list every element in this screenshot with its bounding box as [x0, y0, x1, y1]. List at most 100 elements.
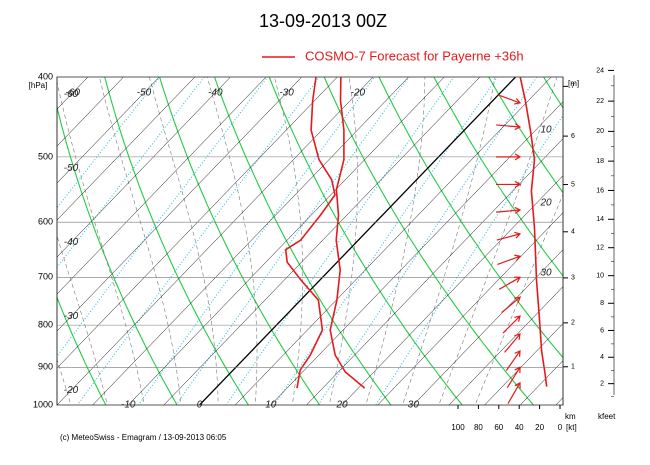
isotherm [0, 77, 159, 405]
dry-adiabat [641, 59, 650, 423]
moist-adiabat [361, 59, 425, 423]
legend-text: COSMO-7 Forecast for Payerne +36h [305, 48, 524, 63]
moist-adiabat [14, 59, 111, 423]
km-tick-label: 1 [571, 364, 575, 371]
isotherm [93, 77, 409, 405]
moist-adiabat [0, 59, 40, 423]
mixing-ratio-line [0, 59, 219, 423]
isotherm-label: -30 [279, 87, 294, 98]
wind-barb [497, 255, 520, 264]
mixing-ratio-line [164, 59, 422, 423]
isotherm [57, 77, 373, 405]
wind-barb [499, 277, 520, 289]
kfeet-tick-label: 22 [596, 98, 604, 105]
isotherm-label: -30 [64, 311, 79, 322]
kfeet-label: kfeet [598, 412, 616, 421]
isotherm [0, 77, 17, 405]
y-tick-label: 400 [38, 71, 53, 81]
wind-barb [505, 334, 520, 352]
dry-adiabat [208, 59, 404, 423]
dry-adiabat [533, 59, 650, 423]
km-tick-label: 5 [571, 181, 575, 188]
kfeet-tick-label: 12 [596, 245, 604, 252]
y-tick-label: 700 [38, 272, 53, 282]
moist-adiabat [468, 59, 619, 423]
isotherm-label: -20 [351, 87, 366, 98]
dry-adiabat [587, 59, 650, 423]
dry-adiabat [316, 59, 548, 423]
isotherm [0, 77, 52, 405]
isotherm [0, 77, 195, 405]
kfeet-tick-label: 18 [596, 158, 604, 165]
kfeet-tick-label: 6 [600, 327, 604, 334]
isotherm-label: -20 [64, 385, 79, 396]
wind-tick-label: 0 [558, 423, 563, 432]
isotherm-label: -40 [208, 87, 223, 98]
y-tick-label: 600 [38, 217, 53, 227]
profile-label: 10 [540, 125, 552, 136]
wind-barb [496, 124, 520, 130]
isotherm-label: 0 [197, 400, 203, 411]
km-tick-label: 7 [571, 83, 575, 90]
kfeet-tick-label: 2 [600, 381, 604, 388]
moist-adiabat [145, 59, 219, 423]
wind-barb [496, 181, 520, 187]
isotherm [0, 77, 230, 405]
dry-adiabat [0, 59, 43, 423]
isotherm-label: 10 [265, 400, 277, 411]
isotherm-label: 30 [408, 400, 420, 411]
kfeet-tick-label: 20 [596, 128, 604, 135]
km-tick-label: 3 [571, 275, 575, 282]
profile-label: 20 [539, 198, 552, 209]
wind-barb [497, 232, 520, 240]
y-tick-label: 500 [38, 151, 53, 161]
isotherm-label: -40 [64, 237, 79, 248]
profile-label: 30 [540, 268, 552, 279]
dry-adiabat [479, 59, 650, 423]
wind-barb [508, 383, 520, 404]
kfeet-tick-label: 4 [600, 354, 604, 361]
wind-unit: [kt] [566, 423, 577, 432]
wind-barb [497, 95, 520, 104]
y-tick-label: 900 [38, 362, 53, 372]
isotherm-label: -10 [121, 400, 136, 411]
wind-tick-label: 20 [535, 423, 544, 432]
isotherm [200, 77, 516, 405]
wind-tick-label: 40 [515, 423, 524, 432]
profile-line [286, 77, 335, 388]
km-tick-label: 4 [571, 229, 575, 236]
isotherm-label: -60 [64, 89, 79, 100]
mixing-ratio-line [65, 59, 333, 423]
wind-tick-label: 100 [451, 423, 465, 432]
dry-adiabat [154, 59, 332, 423]
y-tick-label: 800 [38, 319, 53, 329]
isotherm [164, 77, 480, 405]
isotherm-label: -50 [137, 87, 152, 98]
y-tick-label: 1000 [33, 399, 53, 409]
mixing-ratio-line [365, 59, 601, 423]
isotherm-label: 20 [336, 400, 349, 411]
kfeet-tick-label: 24 [596, 67, 604, 74]
footer: (c) MeteoSwiss - Emagram / 13-09-2013 06… [60, 433, 227, 442]
km-label: km [565, 412, 576, 421]
wind-speed-line [520, 77, 547, 387]
y-axis-label: [hPa] [29, 81, 48, 90]
moist-adiabat [202, 59, 257, 423]
background-lines [0, 59, 650, 423]
wind-tick-label: 80 [474, 423, 483, 432]
dry-adiabat [262, 59, 476, 423]
dry-adiabat [424, 59, 650, 423]
km-tick-label: 2 [571, 320, 575, 327]
isotherm [306, 77, 622, 405]
wind-tick-label: 60 [494, 423, 503, 432]
kfeet-tick-label: 14 [596, 216, 604, 223]
isotherm-label: -50 [64, 163, 79, 174]
isotherm [271, 77, 587, 405]
isotherm [0, 77, 266, 405]
wind-barb [502, 297, 520, 312]
km-tick-label: 6 [571, 133, 575, 140]
kfeet-tick-label: 8 [600, 300, 604, 307]
kfeet-tick-label: 10 [596, 273, 604, 280]
kfeet-tick-label: 16 [596, 187, 604, 194]
